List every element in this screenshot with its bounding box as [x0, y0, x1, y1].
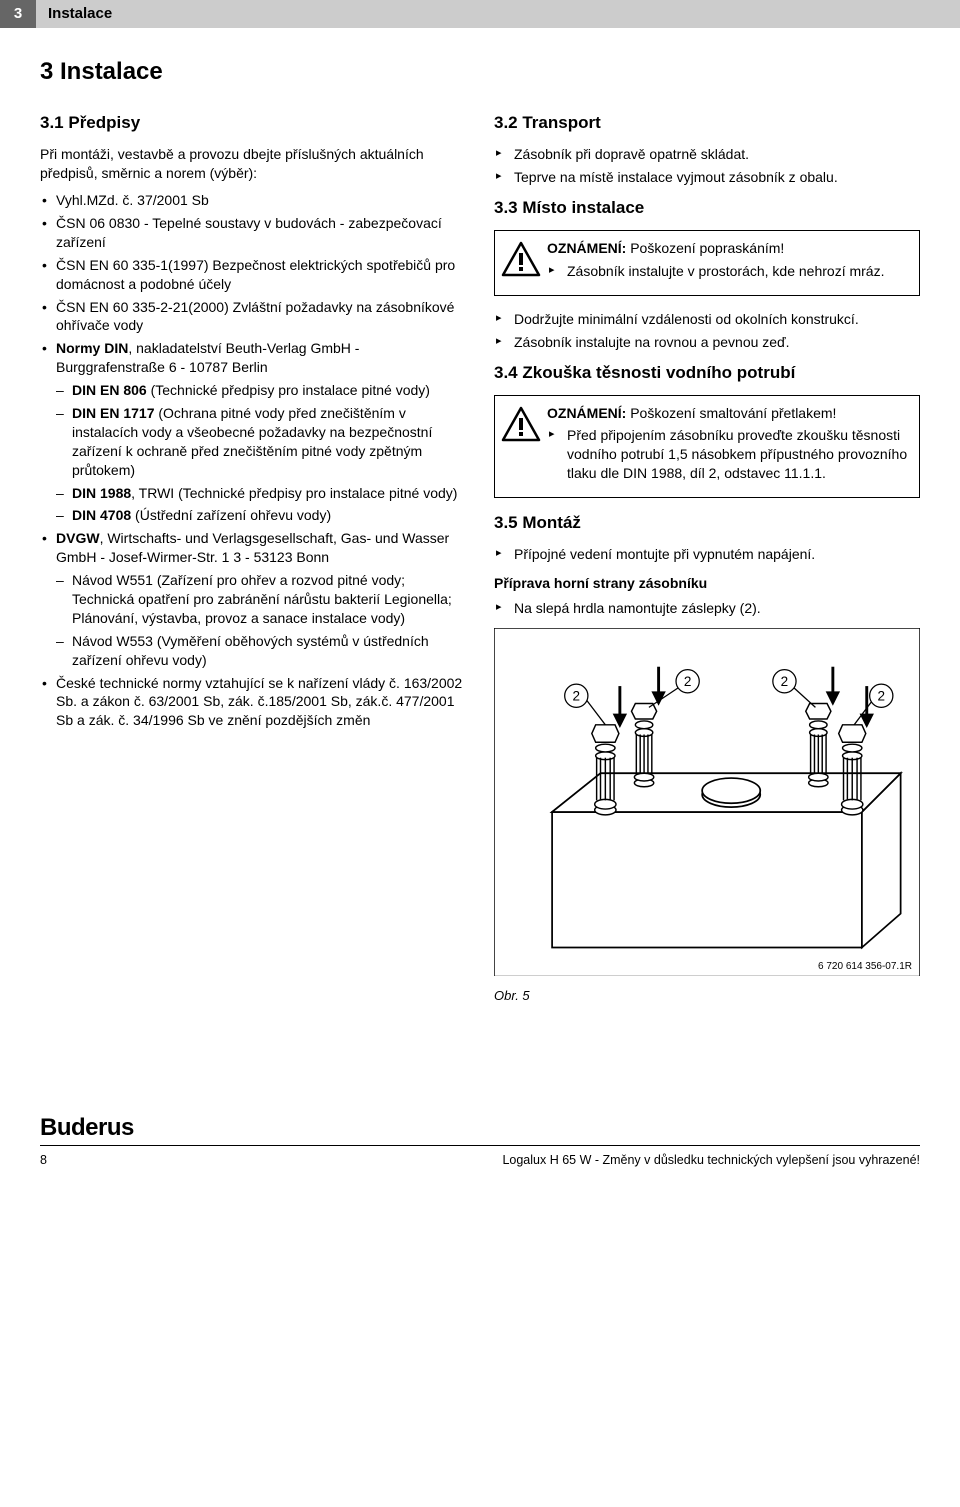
label-bold: DIN 1988: [72, 485, 131, 501]
label-bold: DIN EN 1717: [72, 405, 154, 421]
list-item: Zásobník instalujte na rovnou a pevnou z…: [494, 333, 920, 352]
figure-caption: Obr. 5: [494, 987, 920, 1005]
list-item: Návod W551 (Zařízení pro ohřev a rozvod …: [56, 571, 466, 628]
warning-icon: [495, 231, 547, 287]
label-text: (Technické předpisy pro instalace pitné …: [147, 382, 430, 398]
tank-diagram: 2 2 2 2: [494, 628, 920, 977]
list-item: Přípojné vedení montujte při vypnutém na…: [494, 545, 920, 564]
label-text: (Ústřední zařízení ohřevu vody): [131, 507, 331, 523]
list-item: České technické normy vztahující se k na…: [40, 674, 466, 731]
list-item: ČSN EN 60 335-1(1997) Bezpečnost elektri…: [40, 256, 466, 294]
list-item: Teprve na místě instalace vyjmout zásobn…: [494, 168, 920, 187]
heading-3-5: 3.5 Montáž: [494, 512, 920, 535]
list-item: Vyhl.MZd. č. 37/2001 Sb: [40, 191, 466, 210]
list-item: ČSN EN 60 335-2-21(2000) Zvláštní požada…: [40, 298, 466, 336]
label-bold: Normy DIN: [56, 340, 128, 356]
notice-title: OZNÁMENÍ:: [547, 240, 626, 256]
sub-heading-prep: Příprava horní strany zásobníku: [494, 574, 920, 593]
heading-3-1: 3.1 Předpisy: [40, 112, 466, 135]
list-item: Normy DIN, nakladatelství Beuth-Verlag G…: [40, 339, 466, 525]
diagram-label: 2: [877, 688, 885, 703]
list-item: ČSN 06 0830 - Tepelné soustavy v budovác…: [40, 214, 466, 252]
notice-box: OZNÁMENÍ: Poškození popraskáním! Zásobní…: [494, 230, 920, 296]
page-number: 8: [40, 1152, 47, 1169]
diagram-label: 2: [684, 674, 692, 689]
page-header: 3 Instalace: [0, 0, 960, 28]
list-item: Dodržujte minimální vzdálenosti od okoln…: [494, 310, 920, 329]
list-item: DIN 1988, TRWI (Technické předpisy pro i…: [56, 484, 466, 503]
list-item: Návod W553 (Vyměření oběhových systémů v…: [56, 632, 466, 670]
label-bold: DIN 4708: [72, 507, 131, 523]
notice-title: OZNÁMENÍ:: [547, 405, 626, 421]
notice-text: Poškození smaltování přetlakem!: [626, 405, 836, 421]
intro-3-1: Při montáži, vestavbě a provozu dbejte p…: [40, 145, 466, 183]
warning-icon: [495, 396, 547, 452]
footer-text: Logalux H 65 W - Změny v důsledku techni…: [502, 1152, 920, 1169]
label-text: , TRWI (Technické předpisy pro instalace…: [131, 485, 457, 501]
diagram-label: 2: [573, 688, 581, 703]
list-item: Zásobník instalujte v prostorách, kde ne…: [547, 262, 909, 281]
right-column: 3.2 Transport Zásobník při dopravě opatr…: [494, 112, 920, 1004]
brand-logo: Buderus: [40, 1112, 134, 1144]
notice-box: OZNÁMENÍ: Poškození smaltování přetlakem…: [494, 395, 920, 499]
list-item: Zásobník při dopravě opatrně skládat.: [494, 145, 920, 164]
list-item: DVGW, Wirtschafts- und Verlagsgesellscha…: [40, 529, 466, 669]
page-footer: Buderus 8 Logalux H 65 W - Změny v důsle…: [40, 1145, 920, 1169]
diagram-code: 6 720 614 356-07.1R: [818, 960, 912, 974]
figure-5: 2 2 2 2 6 720 614 356-07.1R: [494, 628, 920, 981]
list-item: Na slepá hrdla namontujte záslepky (2).: [494, 599, 920, 618]
label-bold: DIN EN 806: [72, 382, 147, 398]
list-item: DIN EN 1717 (Ochrana pitné vody před zne…: [56, 404, 466, 480]
header-chapter-number: 3: [0, 0, 36, 28]
label-bold: DVGW: [56, 530, 100, 546]
list-item: DIN EN 806 (Technické předpisy pro insta…: [56, 381, 466, 400]
left-column: 3.1 Předpisy Při montáži, vestavbě a pro…: [40, 112, 466, 1004]
heading-3-3: 3.3 Místo instalace: [494, 197, 920, 220]
regulations-list: Vyhl.MZd. č. 37/2001 Sb ČSN 06 0830 - Te…: [40, 191, 466, 730]
label-text: , Wirtschafts- und Verlagsgesellschaft, …: [56, 530, 449, 565]
diagram-label: 2: [781, 674, 789, 689]
list-item: Před připojením zásobníku proveďte zkouš…: [547, 426, 909, 483]
heading-3-2: 3.2 Transport: [494, 112, 920, 135]
header-chapter-title: Instalace: [36, 0, 960, 28]
heading-3-4: 3.4 Zkouška těsnosti vodního potrubí: [494, 362, 920, 385]
main-heading: 3 Instalace: [40, 56, 920, 88]
list-item: DIN 4708 (Ústřední zařízení ohřevu vody): [56, 506, 466, 525]
notice-text: Poškození popraskáním!: [626, 240, 784, 256]
